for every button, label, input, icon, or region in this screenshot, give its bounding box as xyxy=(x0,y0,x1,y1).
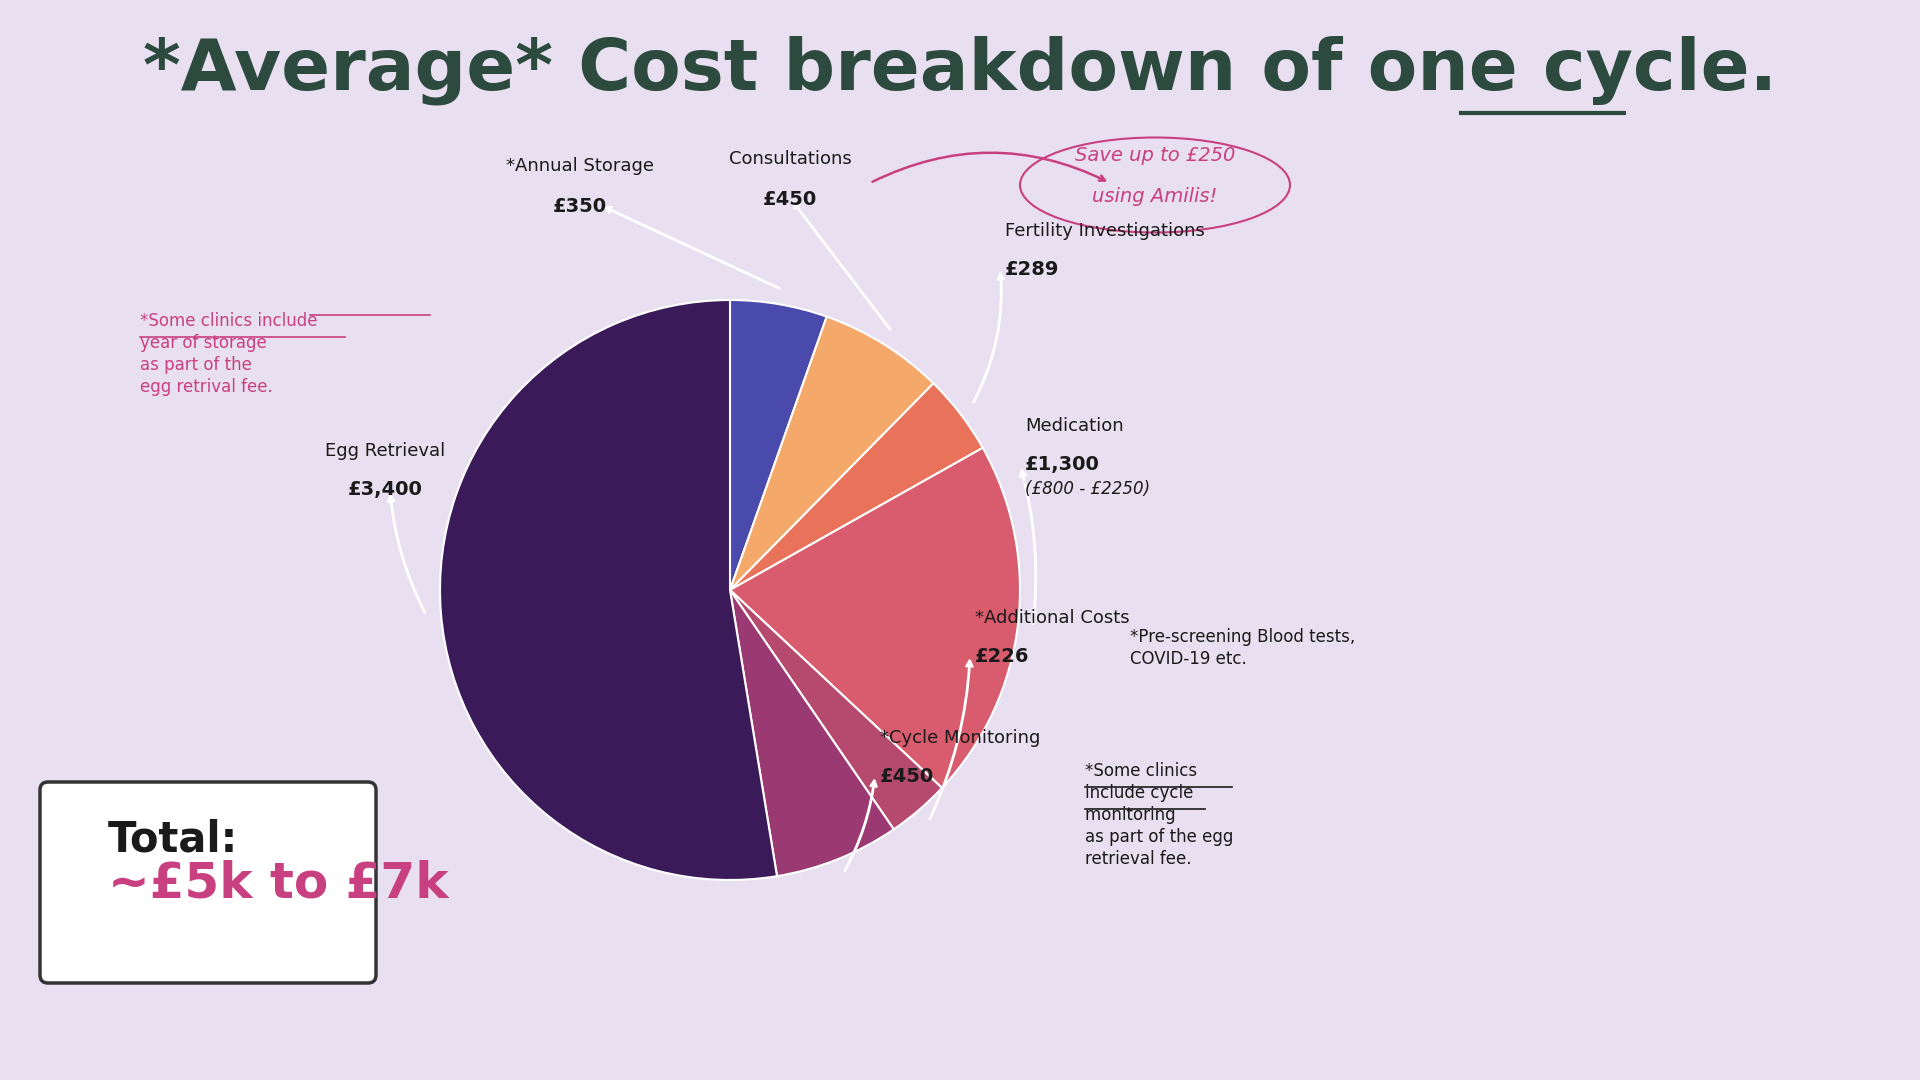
Text: egg retrival fee.: egg retrival fee. xyxy=(140,378,273,396)
Wedge shape xyxy=(730,316,933,590)
Text: using Amilis!: using Amilis! xyxy=(1092,187,1217,206)
Text: £450: £450 xyxy=(762,190,818,210)
Wedge shape xyxy=(730,448,1020,788)
Text: retrieval fee.: retrieval fee. xyxy=(1085,850,1192,868)
Text: ~£5k to £7k: ~£5k to £7k xyxy=(108,860,449,908)
Wedge shape xyxy=(440,300,778,880)
Text: £289: £289 xyxy=(1004,260,1060,279)
Text: Egg Retrieval: Egg Retrieval xyxy=(324,442,445,460)
Text: as part of the: as part of the xyxy=(140,356,252,374)
Text: Medication: Medication xyxy=(1025,417,1123,435)
Text: (£800 - £2250): (£800 - £2250) xyxy=(1025,480,1150,498)
Text: *Annual Storage: *Annual Storage xyxy=(507,157,655,175)
Text: £226: £226 xyxy=(975,647,1029,666)
Wedge shape xyxy=(730,300,828,590)
Text: Total:: Total: xyxy=(108,818,238,860)
Text: include cycle: include cycle xyxy=(1085,784,1194,802)
Text: *Cycle Monitoring: *Cycle Monitoring xyxy=(879,729,1041,747)
Text: monitoring: monitoring xyxy=(1085,806,1181,824)
Text: COVID-19 etc.: COVID-19 etc. xyxy=(1131,650,1246,669)
FancyBboxPatch shape xyxy=(40,782,376,983)
Text: Save up to £250: Save up to £250 xyxy=(1075,146,1235,165)
Text: *Average* Cost breakdown of one cycle.: *Average* Cost breakdown of one cycle. xyxy=(142,36,1778,105)
Text: *Pre-screening Blood tests,: *Pre-screening Blood tests, xyxy=(1131,627,1356,646)
Text: £450: £450 xyxy=(879,767,935,786)
Text: Consultations: Consultations xyxy=(728,150,851,168)
Text: £350: £350 xyxy=(553,197,607,216)
Text: *Additional Costs: *Additional Costs xyxy=(975,609,1129,627)
Text: *Some clinics: *Some clinics xyxy=(1085,762,1202,780)
Text: *Some clinics include: *Some clinics include xyxy=(140,312,323,330)
Text: Fertility Investigations: Fertility Investigations xyxy=(1004,222,1206,240)
Wedge shape xyxy=(730,590,943,829)
Wedge shape xyxy=(730,590,895,876)
Text: as part of the egg: as part of the egg xyxy=(1085,828,1233,846)
Text: £3,400: £3,400 xyxy=(348,480,422,499)
Text: year of storage: year of storage xyxy=(140,334,267,352)
Wedge shape xyxy=(730,383,983,590)
Text: £1,300: £1,300 xyxy=(1025,455,1100,474)
